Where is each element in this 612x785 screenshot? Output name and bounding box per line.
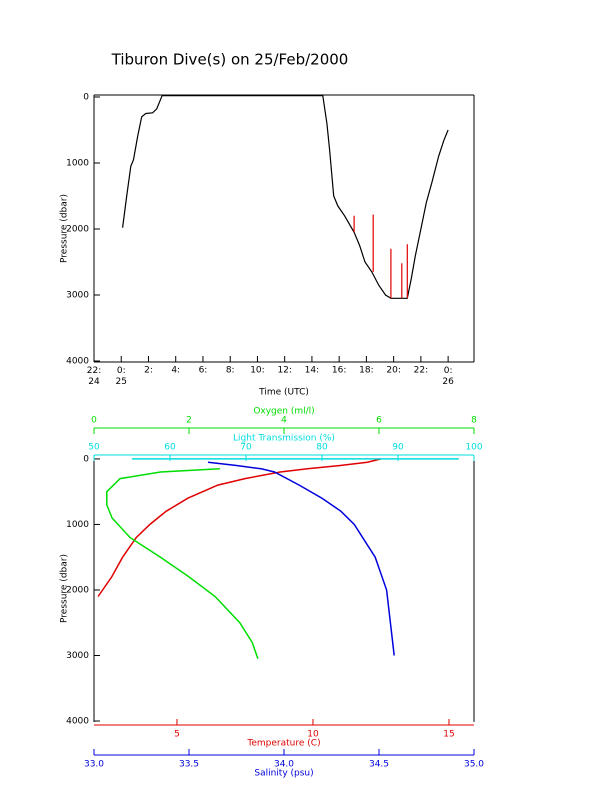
x-tick-label: 15 (443, 730, 454, 740)
chart-title: Tiburon Dive(s) on 25/Feb/2000 (111, 51, 349, 69)
y-tick-label: 3000 (66, 651, 89, 661)
x-tick-label: 0 (91, 416, 97, 426)
x-axis-label: Oxygen (ml/l) (253, 407, 314, 417)
y-tick-label: 2000 (66, 585, 89, 595)
profile-line (106, 468, 259, 660)
x-tick-label: 14: (305, 366, 319, 376)
x-tick-label: 6 (376, 416, 382, 426)
x-tick-label: 2: (144, 366, 153, 376)
y-tick-label: 3000 (66, 291, 89, 301)
x-tick-label: 22: 24 (87, 366, 101, 387)
x-tick-label: 0: 25 (116, 366, 127, 387)
x-tick-label: 60 (164, 443, 176, 453)
dive-profile (122, 95, 449, 299)
x-tick-label: 6: (199, 366, 208, 376)
y-tick-label: 4000 (66, 357, 89, 367)
y-axis-label: Pressure (dbar) (60, 554, 70, 623)
y-tick-label: 2000 (66, 224, 89, 234)
x-axis-label: Light Transmission (%) (233, 434, 335, 444)
y-tick-label: 0 (83, 92, 89, 102)
x-tick-label: 8: (226, 366, 235, 376)
x-tick-label: 34.0 (274, 760, 294, 770)
x-tick-label: 34.5 (369, 760, 389, 770)
x-tick-label: 10: (250, 366, 264, 376)
x-axis-label: Temperature (C) (246, 739, 320, 749)
x-tick-label: 10 (307, 730, 319, 740)
profile-line (207, 461, 395, 656)
profile-line (97, 458, 382, 597)
x-tick-label: 20: (386, 366, 400, 376)
x-tick-label: 0: 26 (442, 366, 454, 387)
y-axis-label: Pressure (dbar) (60, 194, 70, 263)
y-tick-label: 0 (83, 454, 89, 464)
x-tick-label: 22: (414, 366, 428, 376)
x-tick-label: 100 (465, 443, 482, 453)
x-tick-label: 12: (277, 366, 291, 376)
x-tick-label: 50 (88, 443, 100, 453)
x-tick-label: 8 (471, 416, 477, 426)
y-tick-label: 1000 (66, 158, 89, 168)
x-tick-label: 70 (240, 443, 252, 453)
x-axis-label: Time (UTC) (258, 388, 309, 398)
x-tick-label: 33.0 (84, 760, 104, 770)
x-axis-label: Salinity (psu) (254, 769, 313, 779)
x-tick-label: 90 (392, 443, 404, 453)
x-tick-label: 35.0 (464, 760, 484, 770)
x-tick-label: 33.5 (179, 760, 199, 770)
x-tick-label: 18: (359, 366, 373, 376)
dive-profile (353, 214, 408, 299)
x-tick-label: 4 (281, 416, 287, 426)
x-tick-label: 80 (316, 443, 328, 453)
x-tick-label: 16: (332, 366, 346, 376)
y-tick-label: 1000 (66, 520, 89, 530)
x-tick-label: 5 (174, 730, 180, 740)
x-tick-label: 4: (171, 366, 180, 376)
y-tick-label: 4000 (66, 717, 89, 727)
x-tick-label: 2 (186, 416, 192, 426)
